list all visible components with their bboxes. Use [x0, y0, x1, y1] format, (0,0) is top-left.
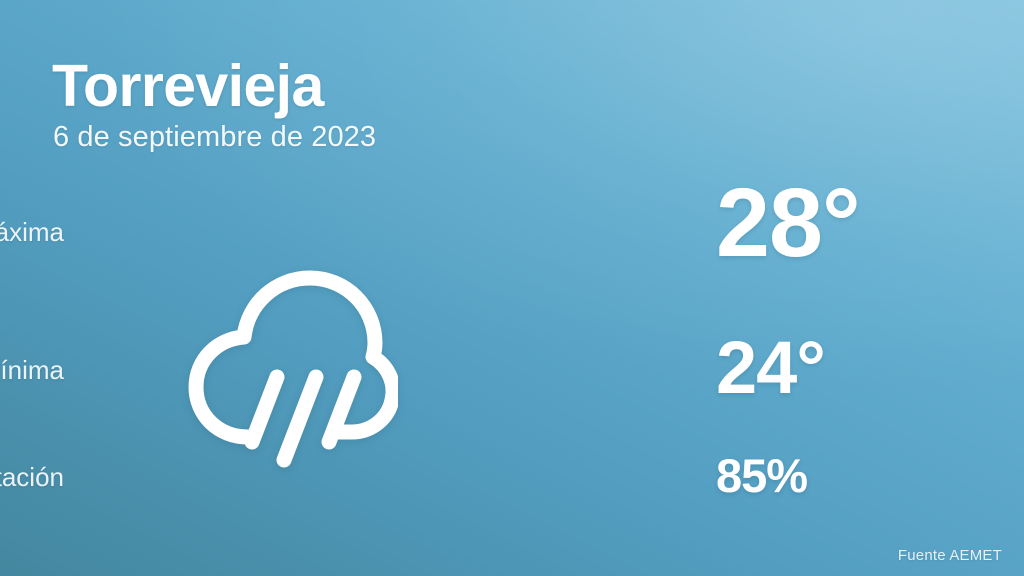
metric-value-minima: 24° [716, 326, 826, 409]
metric-value-precipitacion: 85% [716, 449, 808, 502]
rain-streak-left [244, 369, 285, 450]
metric-label-minima: Mínima [0, 355, 64, 385]
rain-streak-middle [276, 369, 324, 468]
card-header: Torrevieja 6 de septiembre de 2023 [52, 53, 377, 154]
metric-label-precipitacion: Prob. precipitación [0, 462, 64, 492]
rain-cloud-icon-glyph [188, 270, 398, 468]
cloud-outline [188, 270, 398, 445]
rain-cloud-icon [176, 252, 398, 474]
source-attribution: Fuente AEMET [897, 547, 1002, 564]
metric-label-maxima: Máxima [0, 217, 64, 247]
metric-value-maxima: 28° [716, 168, 861, 277]
location-title: Torrevieja [52, 53, 324, 119]
rain-streak-right [321, 369, 362, 450]
forecast-date: 6 de septiembre de 2023 [53, 121, 377, 154]
